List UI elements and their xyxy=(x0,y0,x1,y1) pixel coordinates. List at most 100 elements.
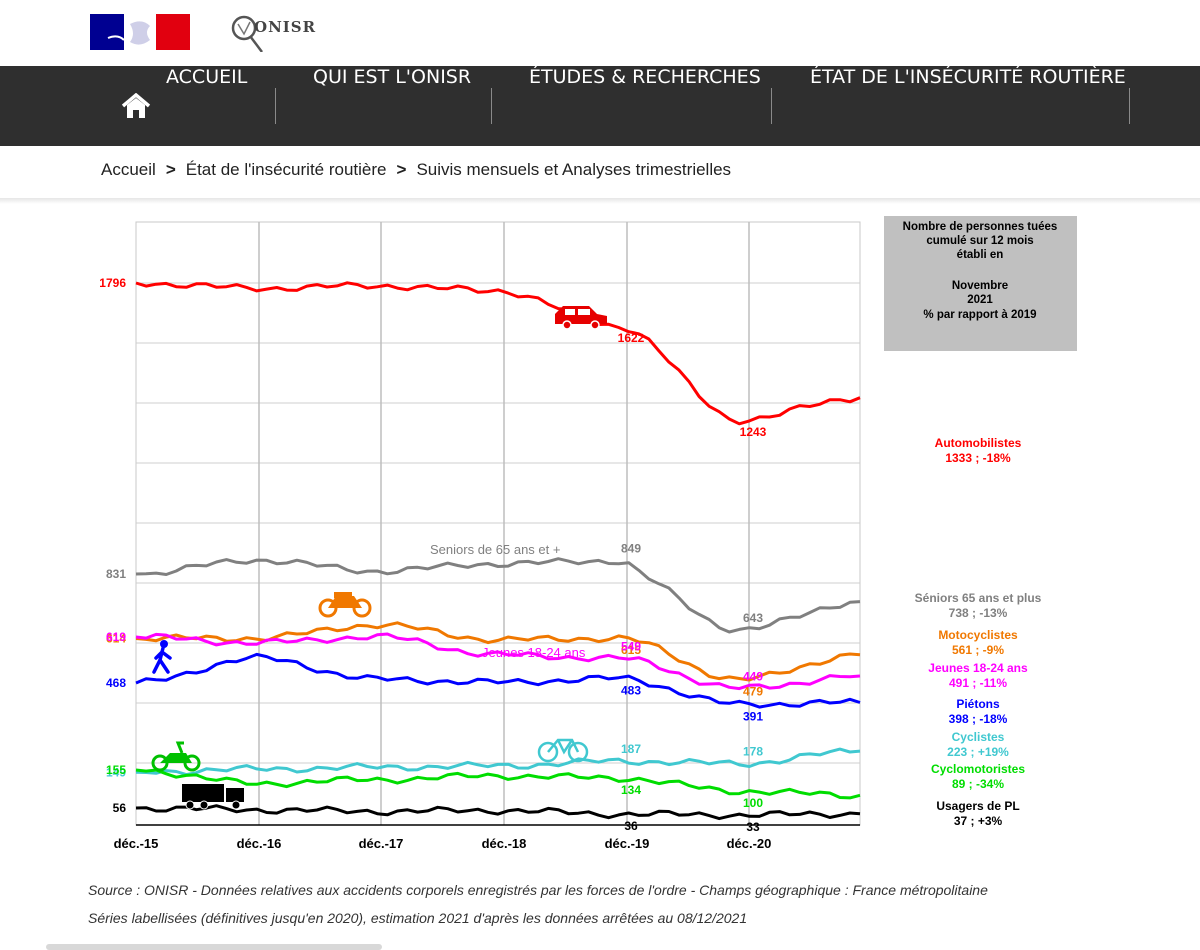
legend-entry: Cyclistes xyxy=(952,730,1005,744)
legend-entry: 738 ; -13% xyxy=(949,606,1008,620)
chart-icons xyxy=(151,306,607,810)
series-start-label: 155 xyxy=(106,763,126,777)
data-point-label: 178 xyxy=(743,745,763,759)
info-box-line: cumulé sur 12 mois xyxy=(926,235,1033,247)
series-start-label: 614 xyxy=(106,632,126,646)
legend-entry: 37 ; +3% xyxy=(954,814,1003,828)
legend-entry: Cyclomotoristes xyxy=(931,762,1025,776)
chevron-right-icon: > xyxy=(165,160,176,179)
series-line xyxy=(135,281,861,426)
legend-entry: 1333 ; -18% xyxy=(945,451,1011,465)
bicycle-icon xyxy=(537,738,589,763)
data-point-label: 1243 xyxy=(740,425,767,439)
breadcrumb-home[interactable]: Accueil xyxy=(101,160,156,179)
legend-entry: Jeunes 18-24 ans xyxy=(928,661,1028,675)
x-tick-label: déc.-15 xyxy=(114,836,159,851)
series-start-label: 56 xyxy=(113,801,127,815)
data-point-label: 100 xyxy=(743,796,763,810)
series-line xyxy=(135,804,861,821)
pedestrian-icon xyxy=(152,640,172,674)
data-point-label: 479 xyxy=(743,685,763,699)
legend-entry: Usagers de PL xyxy=(936,799,1019,813)
series-start-label: 619 xyxy=(106,630,126,644)
series-line xyxy=(135,557,861,634)
onisr-logo[interactable]: ONISR xyxy=(254,18,317,36)
series-line xyxy=(135,747,861,777)
series-note: Séries labellisées (définitives jusqu'en… xyxy=(88,910,748,926)
data-point-label: 187 xyxy=(621,742,641,756)
road-deaths-chart: déc.-15 déc.-16 déc.-17 déc.-18 déc.-19 déc.-… xyxy=(99,216,1077,851)
info-box-background xyxy=(884,216,1077,351)
data-point-label: 1622 xyxy=(618,331,645,345)
chart-labels: 1796 1622 1243 831 849 643 Seniors de 65 ans e… xyxy=(99,276,766,834)
data-point-label: 449 xyxy=(743,669,763,683)
legend-entry: 561 ; -9% xyxy=(952,643,1004,657)
series-line xyxy=(135,768,861,800)
data-point-label: 849 xyxy=(621,542,641,556)
moped-icon xyxy=(151,741,201,772)
data-point-label: 33 xyxy=(746,820,760,834)
legend-entry: Piétons xyxy=(956,697,1000,711)
x-tick-label: déc.-18 xyxy=(482,836,527,851)
series-start-label: 468 xyxy=(106,676,126,690)
info-box-line: Novembre xyxy=(952,280,1008,292)
series-inline-label: Seniors de 65 ans et + xyxy=(430,542,560,557)
chart-grid: déc.-15 déc.-16 déc.-17 déc.-18 déc.-19 déc.-… xyxy=(114,221,861,851)
data-point-label: 36 xyxy=(624,819,638,833)
nav-home[interactable]: ACCUEIL xyxy=(166,66,248,88)
legend-entry: 398 ; -18% xyxy=(949,712,1008,726)
breadcrumb-current: Suivis mensuels et Analyses trimestriell… xyxy=(416,160,732,179)
info-box-line: établi en xyxy=(957,249,1004,261)
series-start-label: 149 xyxy=(106,765,126,779)
info-box-line: Nombre de personnes tuées xyxy=(903,221,1058,233)
nav-separator xyxy=(491,88,492,124)
onisr-logo-icon xyxy=(231,15,263,52)
republique-francaise-logo[interactable] xyxy=(90,14,190,50)
series-start-label: 831 xyxy=(106,567,126,581)
x-tick-label: déc.-19 xyxy=(605,836,650,851)
data-point-label: 615 xyxy=(621,643,641,657)
horizontal-scrollbar[interactable] xyxy=(46,944,382,950)
series-start-label: 1796 xyxy=(99,276,126,290)
legend-entry: 491 ; -11% xyxy=(949,676,1007,690)
data-point-label: 134 xyxy=(621,783,641,797)
series-inline-label: Jeunes 18-24 ans xyxy=(482,645,586,660)
series-line xyxy=(135,652,861,709)
nav-separator xyxy=(1129,88,1130,124)
legend-entry: 89 ; -34% xyxy=(952,777,1004,791)
data-point-label: 549 xyxy=(621,639,641,653)
data-point-label: 483 xyxy=(621,683,641,697)
nav-studies-research[interactable]: ÉTUDES & RECHERCHES xyxy=(529,66,761,88)
source-note: Source : ONISR - Données relatives aux a… xyxy=(88,882,988,898)
legend-entry: 223 ; +19% xyxy=(947,745,1009,759)
legend-entry: Automobilistes xyxy=(935,436,1022,450)
breadcrumb-road-safety[interactable]: État de l'insécurité routière xyxy=(185,160,387,179)
car-icon xyxy=(555,306,607,330)
data-point-label: 643 xyxy=(743,611,763,625)
nav-separator xyxy=(771,88,772,124)
info-box-line: % par rapport à 2019 xyxy=(923,309,1036,321)
breadcrumb: Accueil > État de l'insécurité routière > Su… xyxy=(101,160,731,186)
legend-entry: Motocyclistes xyxy=(938,628,1018,642)
chart-lines xyxy=(135,281,861,821)
series-line xyxy=(135,621,861,682)
data-point-label: 391 xyxy=(743,709,763,723)
motorcycle-icon xyxy=(318,592,372,618)
header-shadow xyxy=(0,198,1200,204)
x-tick-label: déc.-20 xyxy=(727,836,772,851)
nav-about-onisr[interactable]: QUI EST L'ONISR xyxy=(313,66,472,88)
chart-info-box: Nombre de personnes tuées cumulé sur 12 m… xyxy=(884,216,1077,351)
home-icon[interactable] xyxy=(121,93,151,119)
legend-entry: Séniors 65 ans et plus xyxy=(915,591,1042,605)
site-header: ONISR xyxy=(0,0,1200,66)
series-line xyxy=(135,632,861,691)
truck-icon xyxy=(182,784,244,810)
main-navigation: ACCUEIL QUI EST L'ONISR ÉTUDES & RECHERC… xyxy=(0,66,1200,146)
info-box-line: 2021 xyxy=(967,294,993,306)
nav-separator xyxy=(275,88,276,124)
x-tick-label: déc.-17 xyxy=(359,836,404,851)
nav-road-safety-state[interactable]: ÉTAT DE L'INSÉCURITÉ ROUTIÈRE xyxy=(810,66,1126,88)
x-tick-label: déc.-16 xyxy=(237,836,282,851)
chevron-right-icon: > xyxy=(396,160,407,179)
